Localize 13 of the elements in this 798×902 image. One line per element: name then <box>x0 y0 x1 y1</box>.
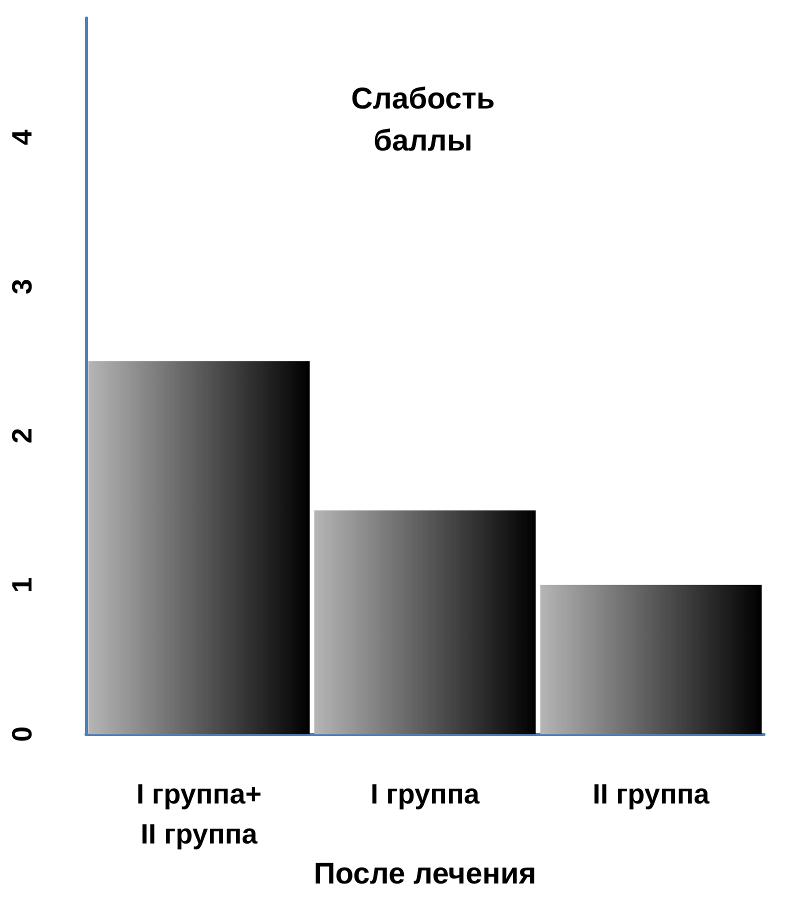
y-tick-label: 1 <box>6 577 38 593</box>
y-tick-label: 2 <box>6 428 38 444</box>
text: Слабость баллы <box>351 82 495 158</box>
bar <box>88 361 310 734</box>
x-tick-label: I группа+ II группа <box>136 778 262 850</box>
x-tick-label: I группа <box>370 778 480 810</box>
bar <box>540 584 762 734</box>
y-tick-label: 3 <box>6 278 38 294</box>
y-tick-label: 4 <box>6 129 38 146</box>
y-tick-label: 0 <box>6 726 38 742</box>
x-axis-title: После лечения <box>314 858 536 890</box>
x-tick-label: II группа <box>592 778 710 810</box>
bar <box>314 510 536 734</box>
